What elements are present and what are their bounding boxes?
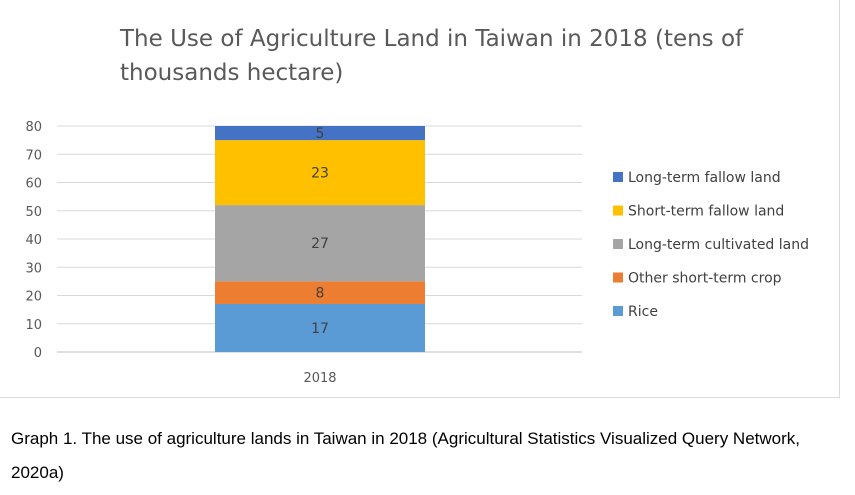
legend-entry: Long-term fallow land <box>628 170 781 186</box>
legend-swatch <box>613 306 623 316</box>
data-label: 27 <box>311 236 329 252</box>
data-label: 17 <box>311 321 329 337</box>
legend-entry: Long-term cultivated land <box>628 237 809 253</box>
bar-segment <box>215 140 425 206</box>
bar-segment <box>215 126 425 141</box>
y-tick-label: 0 <box>34 346 42 361</box>
y-tick-label: 60 <box>25 177 42 192</box>
y-tick-label: 10 <box>25 318 42 333</box>
bar-segment <box>215 281 425 304</box>
chart-plot: 0 10 20 30 40 50 60 70 80 17 8 27 23 5 2018 Long-term f… <box>25 120 809 386</box>
y-tick-label: 70 <box>25 148 42 163</box>
data-label: 23 <box>311 166 329 182</box>
y-tick-label: 20 <box>25 290 42 305</box>
legend-entry: Other short-term crop <box>628 271 782 287</box>
bar-segment <box>215 303 425 352</box>
y-tick-label: 40 <box>25 233 42 248</box>
data-label: 5 <box>316 126 325 142</box>
legend-entry: Rice <box>628 304 658 320</box>
chart-frame: The Use of Agriculture Land in Taiwan in… <box>0 0 840 398</box>
data-label: 8 <box>316 286 325 302</box>
figure-caption: Graph 1. The use of agriculture lands in… <box>11 429 801 482</box>
legend-swatch <box>613 172 623 182</box>
chart-title: The Use of Agriculture Land in Taiwan in… <box>120 26 744 86</box>
legend-swatch <box>613 272 623 283</box>
bar-segment <box>215 205 425 282</box>
x-tick-label: 2018 <box>303 371 336 386</box>
y-tick-label: 50 <box>25 205 42 220</box>
legend-swatch <box>613 205 623 216</box>
legend-swatch <box>613 239 623 249</box>
legend-entry: Short-term fallow land <box>628 204 784 220</box>
y-tick-label: 30 <box>25 261 42 276</box>
y-tick-label: 80 <box>25 120 42 135</box>
